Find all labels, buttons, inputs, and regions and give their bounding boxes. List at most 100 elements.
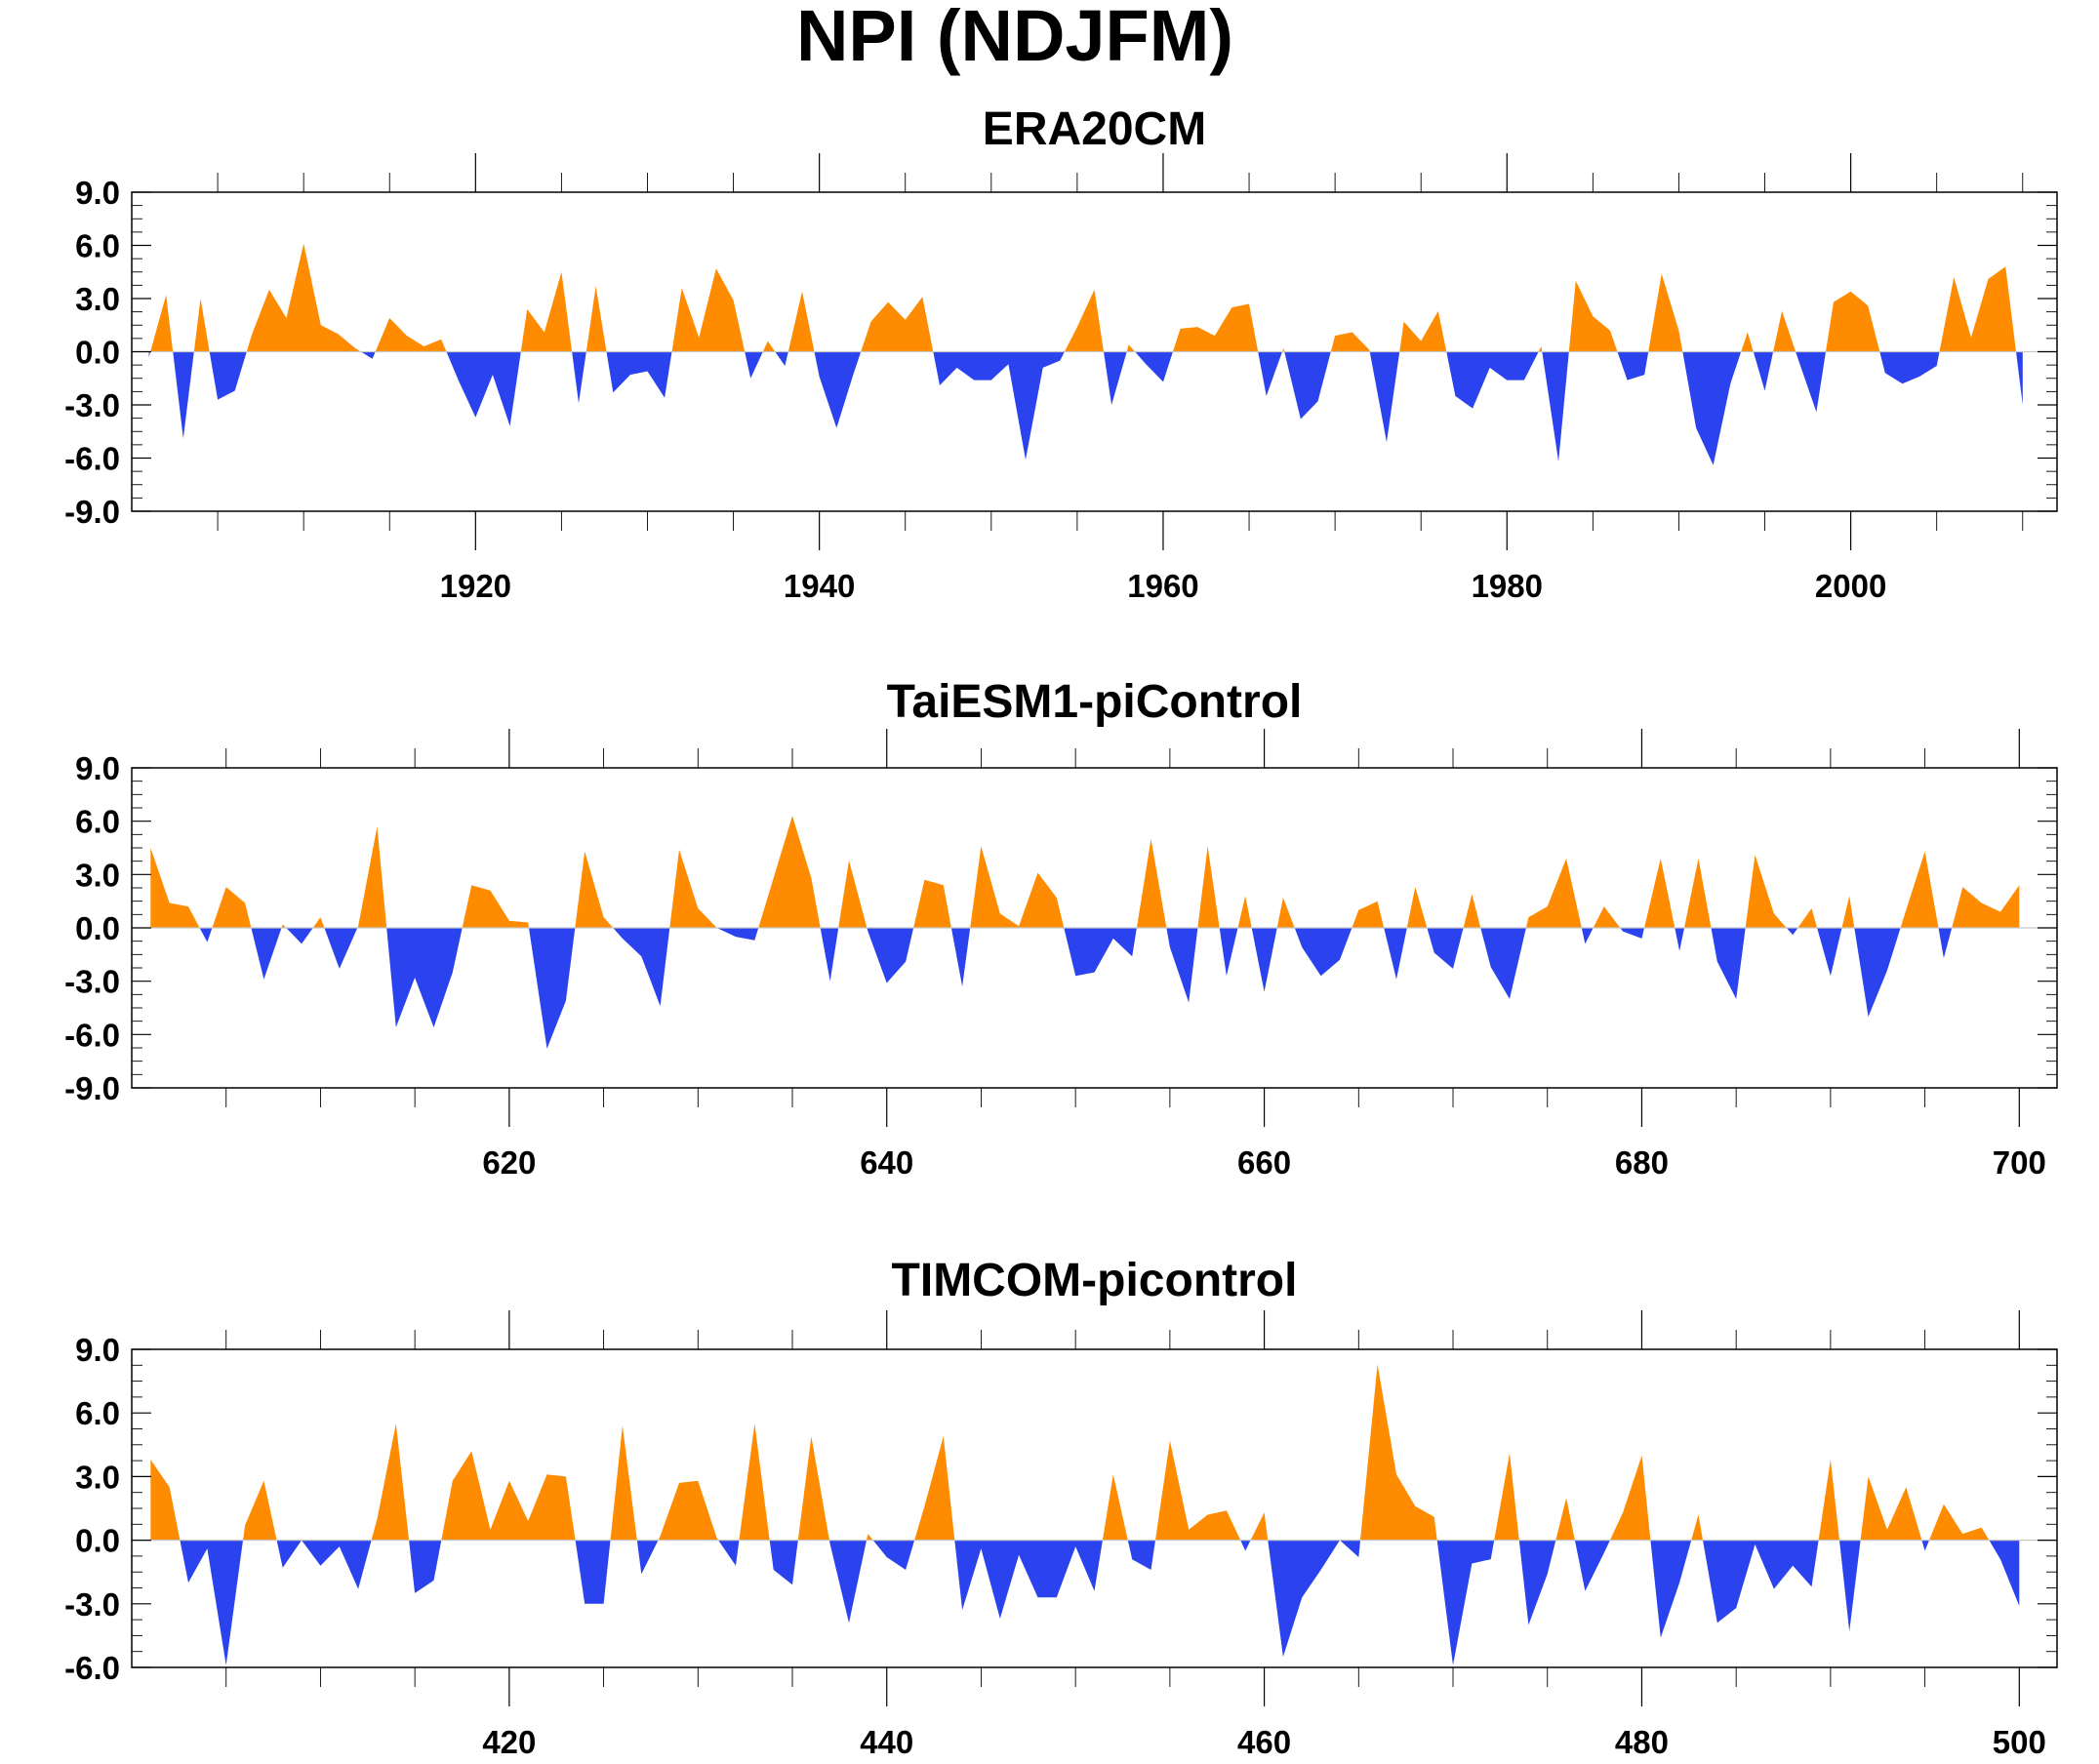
positive-area [375, 318, 447, 352]
positive-area [739, 1423, 770, 1541]
negative-area [173, 351, 194, 439]
positive-area [150, 1460, 181, 1541]
negative-area [1542, 351, 1569, 462]
positive-area [1609, 1455, 1651, 1541]
y-tick-label: 3.0 [75, 281, 120, 317]
positive-area [762, 341, 776, 352]
positive-area [371, 1423, 410, 1541]
negative-area [1384, 928, 1407, 980]
negative-area [1879, 351, 1940, 384]
negative-area [1284, 351, 1331, 420]
x-tick-label: 660 [1237, 1144, 1291, 1181]
negative-area [769, 1540, 798, 1585]
positive-area [914, 1436, 955, 1541]
negative-area [1446, 351, 1539, 409]
positive-area [1939, 266, 2016, 352]
negative-area [1135, 351, 1173, 382]
x-tick-label: 1980 [1472, 568, 1543, 604]
y-tick-label: -9.0 [64, 494, 120, 530]
negative-area [1240, 1540, 1251, 1551]
negative-area [1711, 928, 1746, 999]
positive-area [1826, 291, 1880, 352]
y-tick-label: 6.0 [75, 1395, 120, 1431]
panel-title: ERA20CM [983, 103, 1206, 155]
x-tick-label: 440 [860, 1724, 913, 1760]
negative-area [1682, 351, 1742, 465]
x-tick-label: 700 [1993, 1144, 2046, 1181]
y-tick-label: 6.0 [75, 804, 120, 840]
negative-area [718, 1540, 740, 1566]
positive-area [312, 917, 325, 928]
positive-area [1406, 887, 1428, 928]
negative-area [775, 351, 788, 366]
positive-area [1172, 303, 1259, 352]
y-tick-label: -3.0 [64, 964, 120, 1000]
positive-area [610, 1425, 637, 1541]
positive-area [1773, 310, 1796, 352]
negative-area [324, 928, 358, 969]
positive-area [243, 1480, 277, 1541]
y-tick-label: 6.0 [75, 228, 120, 264]
chart-panel-1: ERA20CM 9.0 6.0 3.0 0.0 -3.0 -6.0 -9.0 1920 1940 1… [64, 103, 2058, 604]
positive-area [1900, 851, 1939, 928]
y-tick-label: -6.0 [64, 441, 120, 477]
positive-area [1593, 906, 1621, 928]
negative-area [1786, 928, 1798, 936]
negative-area [1854, 928, 1901, 1018]
y-tick-label: 0.0 [75, 910, 120, 946]
negative-area [386, 928, 463, 1027]
positive-area [357, 826, 387, 928]
x-tick-label: 500 [1993, 1724, 2046, 1760]
positive-area [1952, 885, 2020, 928]
negative-area [1650, 1540, 1692, 1638]
x-tick-label: 640 [860, 1144, 913, 1181]
negative-area [1258, 351, 1282, 396]
y-tick-label: -6.0 [64, 1017, 120, 1053]
positive-area [1691, 1514, 1703, 1541]
positive-area [1276, 898, 1295, 928]
negative-area [613, 928, 670, 1007]
y-tick-label: -3.0 [64, 1586, 120, 1623]
positive-area [913, 879, 951, 928]
positive-area [1352, 901, 1385, 928]
negative-area [828, 1540, 867, 1624]
negative-area [1219, 928, 1238, 977]
positive-area [1330, 332, 1370, 352]
positive-area [462, 885, 529, 928]
negative-area [867, 928, 914, 983]
positive-area [1568, 280, 1618, 352]
x-tick-label: 1940 [784, 568, 855, 604]
negative-area [820, 928, 839, 982]
negative-area [2016, 351, 2023, 405]
y-tick-label: -9.0 [64, 1070, 120, 1106]
y-tick-label: 9.0 [75, 1332, 120, 1368]
negative-area [1436, 1540, 1495, 1665]
y-tick-label: -3.0 [64, 387, 120, 423]
negative-area [950, 928, 971, 987]
negative-area [1753, 351, 1774, 391]
y-tick-label: 0.0 [75, 1523, 120, 1559]
negative-area [606, 351, 672, 398]
negative-area [1574, 1540, 1610, 1591]
positive-area [575, 851, 614, 928]
negative-area [199, 928, 213, 942]
positive-area [1525, 858, 1582, 928]
negative-area [636, 1540, 659, 1575]
positive-area [1860, 1476, 1922, 1541]
positive-area [1399, 310, 1447, 352]
negative-area [1796, 351, 1826, 413]
negative-area [575, 1540, 611, 1604]
positive-area [1102, 1474, 1128, 1541]
negative-area [251, 928, 282, 980]
negative-area [1166, 928, 1198, 1003]
positive-area [1197, 846, 1220, 928]
negative-area [409, 1540, 442, 1593]
positive-area [658, 1480, 719, 1541]
x-tick-label: 420 [482, 1724, 536, 1760]
negative-area [446, 351, 521, 426]
negative-area [1620, 928, 1644, 939]
positive-area [838, 860, 868, 928]
negative-area [276, 1540, 303, 1568]
positive-area [1136, 838, 1167, 928]
